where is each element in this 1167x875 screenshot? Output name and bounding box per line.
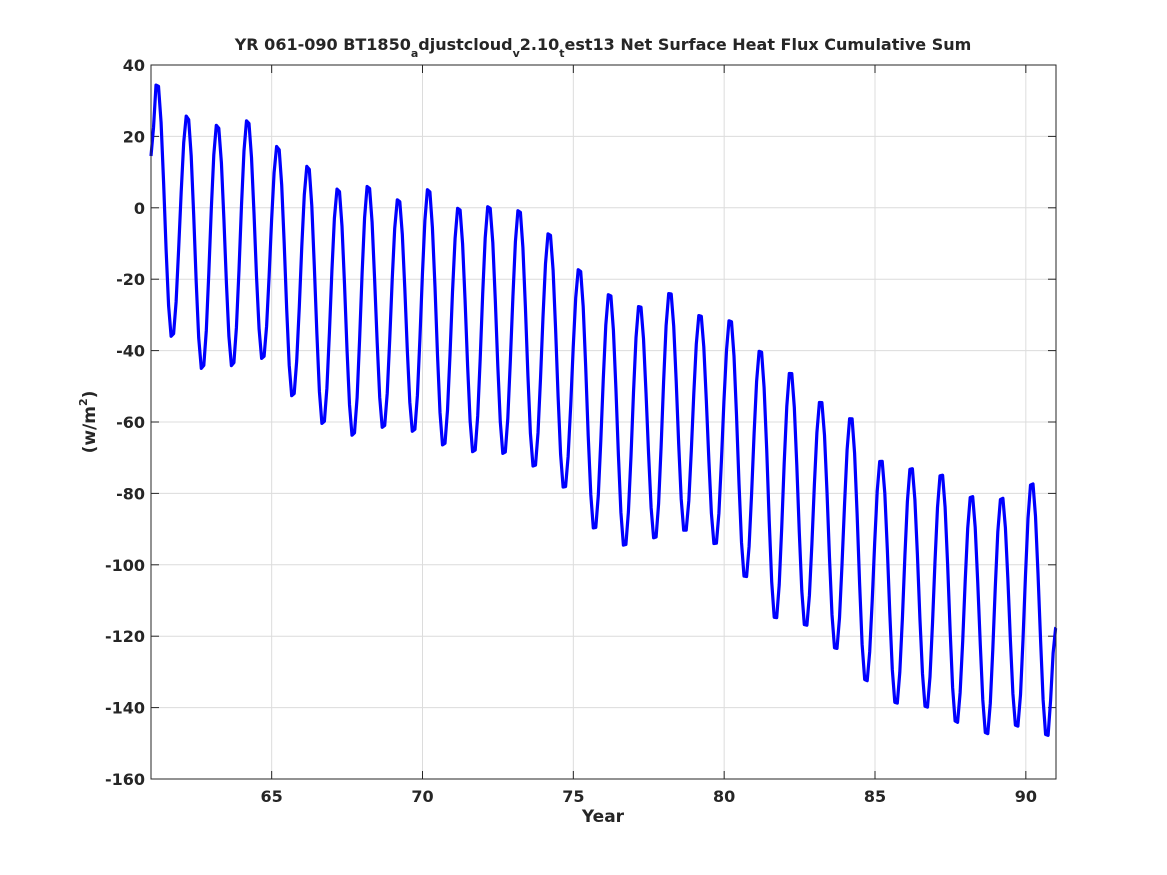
y-tick-label: -160 bbox=[105, 770, 145, 789]
y-tick-label: 20 bbox=[123, 127, 145, 146]
x-axis-label: Year bbox=[581, 807, 625, 827]
y-tick-label: -120 bbox=[105, 627, 145, 646]
x-tick-label: 80 bbox=[713, 787, 735, 806]
y-tick-label: 40 bbox=[123, 56, 145, 75]
y-tick-label: 0 bbox=[134, 199, 145, 218]
y-tick-label: -40 bbox=[116, 342, 145, 361]
x-tick-label: 90 bbox=[1015, 787, 1037, 806]
y-tick-label: -20 bbox=[116, 270, 145, 289]
x-tick-label: 65 bbox=[261, 787, 283, 806]
y-tick-label: -140 bbox=[105, 699, 145, 718]
y-axis-label: (w/m2) bbox=[77, 391, 100, 454]
plot-box bbox=[150, 64, 1057, 780]
series-line-net-heat-flux bbox=[149, 83, 1058, 737]
tick-labels: 65 70 75 80 85 90 40 20 0 -20 -40 -60 -80 -100 -120 -14… bbox=[105, 56, 1037, 806]
x-tick-label: 70 bbox=[411, 787, 433, 806]
y-tick-label: -100 bbox=[105, 556, 145, 575]
chart-title: YR 061-090 BT1850adjustcloudv2.10test13 … bbox=[234, 35, 972, 60]
y-tick-label: -80 bbox=[116, 484, 145, 503]
x-tick-label: 85 bbox=[864, 787, 886, 806]
x-tick-label: 75 bbox=[562, 787, 584, 806]
y-tick-label: -60 bbox=[116, 413, 145, 432]
